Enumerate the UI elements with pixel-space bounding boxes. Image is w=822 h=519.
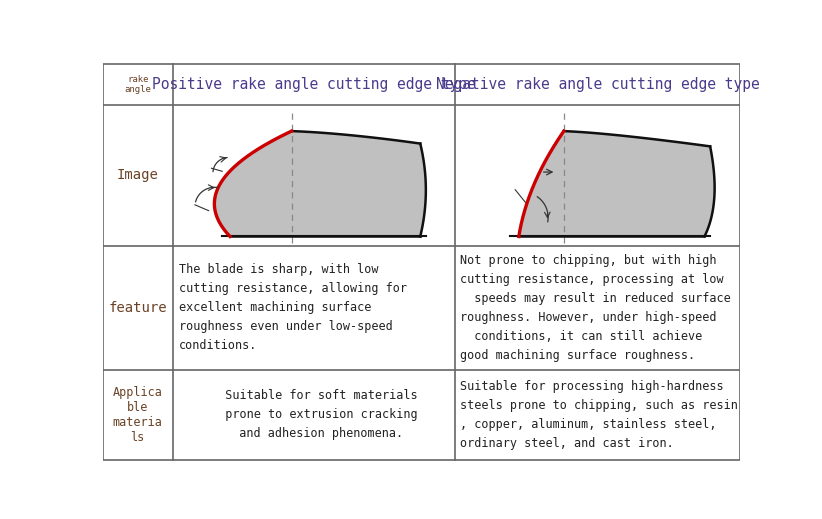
Text: Suitable for processing high-hardness
steels prone to chipping, such as resin
, : Suitable for processing high-hardness st… — [460, 380, 738, 450]
Text: Image: Image — [117, 169, 159, 183]
Text: Not prone to chipping, but with high
cutting resistance, processing at low
  spe: Not prone to chipping, but with high cut… — [460, 254, 731, 362]
Text: Suitable for soft materials
  prone to extrusion cracking
  and adhesion phenome: Suitable for soft materials prone to ext… — [210, 389, 418, 441]
Text: rake
angle: rake angle — [124, 75, 151, 94]
Text: The blade is sharp, with low
cutting resistance, allowing for
excellent machinin: The blade is sharp, with low cutting res… — [178, 264, 407, 352]
Text: Positive rake angle cutting edge type: Positive rake angle cutting edge type — [152, 77, 476, 92]
Polygon shape — [215, 131, 426, 237]
Text: Negative rake angle cutting edge type: Negative rake angle cutting edge type — [436, 77, 760, 92]
Polygon shape — [519, 131, 714, 237]
Text: feature: feature — [109, 301, 167, 315]
Text: Applica
ble
materia
ls: Applica ble materia ls — [113, 386, 163, 444]
